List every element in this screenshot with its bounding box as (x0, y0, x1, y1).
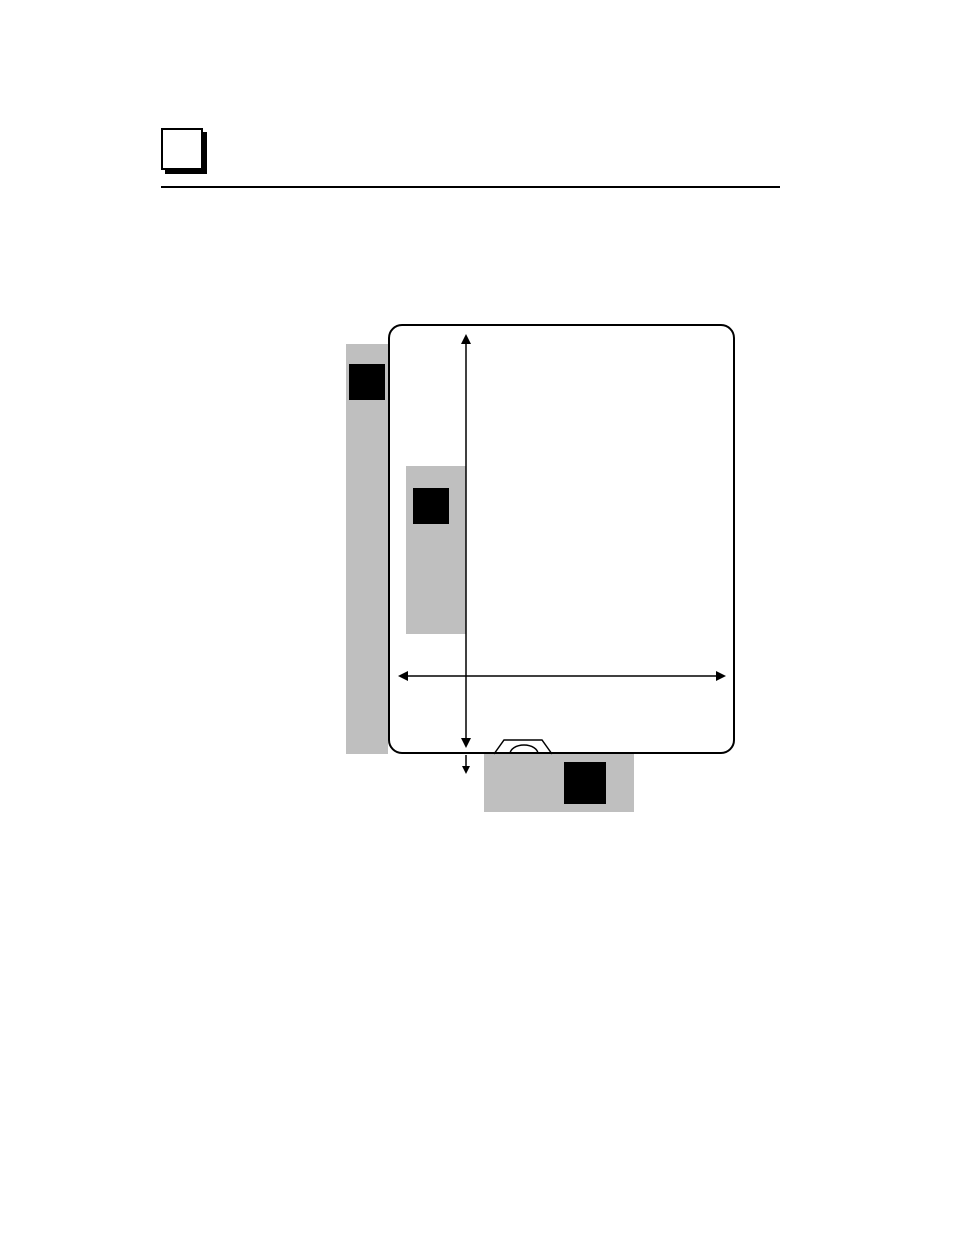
dimension-overlay (0, 0, 954, 1235)
diagram (0, 0, 954, 1235)
page (0, 0, 954, 1235)
